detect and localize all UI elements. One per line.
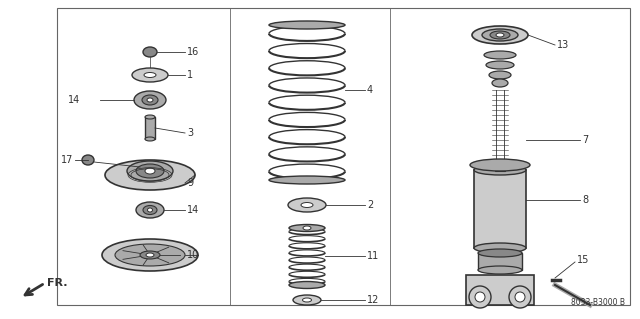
Bar (57, 8, 630, 305)
Ellipse shape (289, 225, 325, 232)
Circle shape (475, 292, 485, 302)
Ellipse shape (301, 203, 313, 207)
Ellipse shape (140, 251, 160, 259)
Text: 9: 9 (187, 178, 193, 188)
Ellipse shape (470, 159, 530, 171)
Ellipse shape (303, 298, 312, 302)
Ellipse shape (146, 253, 154, 257)
Bar (474, 170, 526, 248)
Circle shape (509, 286, 531, 308)
Text: 12: 12 (367, 295, 380, 305)
Ellipse shape (478, 266, 522, 274)
Ellipse shape (132, 68, 168, 82)
Ellipse shape (303, 226, 311, 230)
Ellipse shape (143, 205, 157, 214)
Text: 7: 7 (582, 135, 588, 145)
Ellipse shape (489, 71, 511, 79)
Bar (495, 169, 505, 171)
Text: 16: 16 (187, 47, 199, 57)
Ellipse shape (102, 239, 198, 271)
Ellipse shape (136, 164, 164, 178)
Ellipse shape (496, 33, 504, 37)
Ellipse shape (145, 115, 155, 119)
Ellipse shape (482, 29, 518, 41)
Ellipse shape (144, 72, 156, 78)
Ellipse shape (269, 176, 345, 184)
Ellipse shape (492, 79, 508, 87)
Ellipse shape (127, 161, 173, 181)
Ellipse shape (82, 155, 94, 165)
Ellipse shape (145, 137, 155, 141)
Ellipse shape (472, 26, 528, 44)
Ellipse shape (289, 281, 325, 288)
Ellipse shape (484, 51, 516, 59)
Circle shape (469, 286, 491, 308)
Ellipse shape (145, 168, 155, 174)
Text: 17: 17 (61, 155, 73, 165)
Ellipse shape (478, 249, 522, 257)
Ellipse shape (115, 244, 185, 266)
Text: 8: 8 (582, 195, 588, 205)
Text: 4: 4 (367, 85, 373, 95)
Ellipse shape (105, 160, 195, 190)
Ellipse shape (143, 47, 157, 57)
Text: 8033-B3000 B: 8033-B3000 B (571, 298, 625, 307)
Bar (478, 253, 522, 270)
Ellipse shape (288, 198, 326, 212)
Ellipse shape (142, 95, 158, 105)
Ellipse shape (474, 165, 526, 175)
Ellipse shape (147, 98, 153, 102)
Text: 10: 10 (187, 250, 199, 260)
Text: 2: 2 (367, 200, 373, 210)
Ellipse shape (136, 202, 164, 218)
Ellipse shape (147, 208, 152, 212)
Text: 14: 14 (68, 95, 80, 105)
Text: 1: 1 (187, 70, 193, 80)
Circle shape (515, 292, 525, 302)
Ellipse shape (474, 243, 526, 253)
Ellipse shape (269, 21, 345, 29)
Ellipse shape (486, 61, 514, 69)
Text: FR.: FR. (47, 278, 67, 288)
Text: 11: 11 (367, 251, 380, 261)
Text: 14: 14 (187, 205, 199, 215)
Ellipse shape (134, 91, 166, 109)
Text: 15: 15 (577, 255, 589, 265)
Bar (466, 275, 534, 305)
Ellipse shape (490, 31, 510, 39)
Text: 13: 13 (557, 40, 569, 50)
Text: 3: 3 (187, 128, 193, 138)
Bar (145, 117, 155, 139)
Ellipse shape (293, 295, 321, 305)
